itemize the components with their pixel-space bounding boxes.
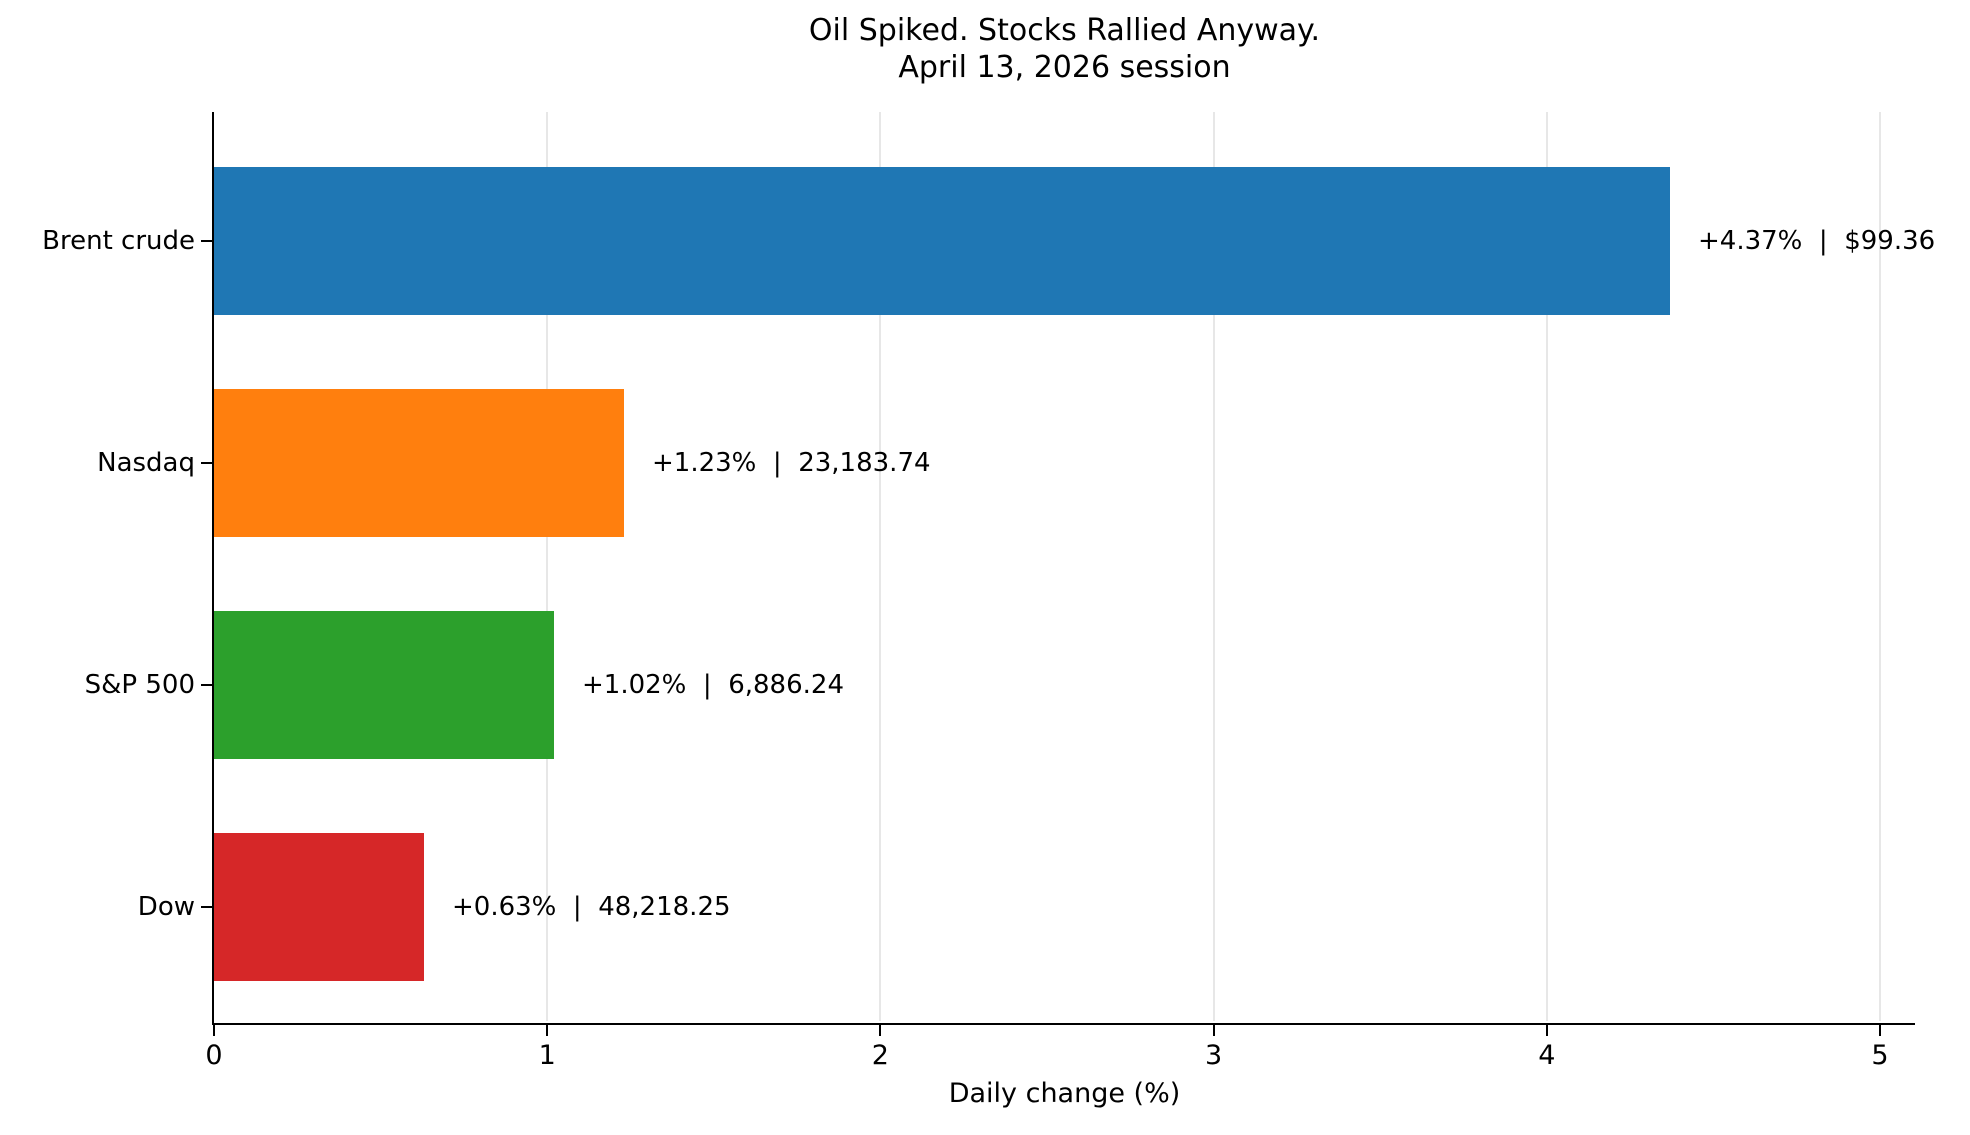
x-tick-mark	[879, 1025, 882, 1036]
x-tick-label: 0	[205, 1040, 223, 1071]
gridline	[879, 112, 882, 1021]
bar-value-label: +4.37% | $99.36	[1698, 226, 1936, 256]
y-tick-mark	[201, 684, 213, 686]
y-category-label: Brent crude	[42, 226, 195, 256]
x-tick-label: 1	[538, 1040, 556, 1071]
x-axis-title: Daily change (%)	[948, 1078, 1181, 1109]
chart-title-block: Oil Spiked. Stocks Rallied Anyway. April…	[214, 12, 1915, 86]
y-category-label: Dow	[137, 892, 195, 922]
y-tick-mark	[201, 462, 213, 464]
y-tick-mark	[201, 240, 213, 242]
gridline	[1545, 112, 1548, 1021]
chart-title: Oil Spiked. Stocks Rallied Anyway.	[808, 13, 1321, 48]
x-tick-mark	[1545, 1025, 1548, 1036]
x-tick-mark	[1879, 1025, 1881, 1036]
x-tick-label: 3	[1205, 1040, 1223, 1071]
bar-s-p-500	[214, 611, 554, 759]
y-category-label: S&P 500	[84, 670, 195, 700]
x-tick-mark	[1212, 1025, 1215, 1036]
gridline	[546, 112, 549, 1021]
y-category-label: Nasdaq	[97, 448, 195, 478]
x-tick-label: 2	[871, 1040, 889, 1071]
x-tick-label: 4	[1538, 1040, 1556, 1071]
bar-nasdaq	[214, 389, 624, 537]
x-tick-mark	[213, 1025, 215, 1036]
y-tick-mark	[201, 906, 213, 908]
bar-brent-crude	[214, 167, 1670, 315]
x-tick-label: 5	[1871, 1040, 1889, 1071]
chart-subtitle: April 13, 2026 session	[898, 50, 1231, 85]
x-tick-mark	[546, 1025, 549, 1036]
bar-value-label: +1.23% | 23,183.74	[652, 448, 931, 478]
bar-value-label: +0.63% | 48,218.25	[452, 892, 731, 922]
bar-value-label: +1.02% | 6,886.24	[582, 670, 844, 700]
gridline	[1879, 112, 1881, 1021]
bar-dow	[214, 833, 424, 981]
gridline	[1212, 112, 1215, 1021]
plot-area: +4.37% | $99.36 +1.23% | 23,183.74 +1.02% …	[212, 112, 1935, 1025]
